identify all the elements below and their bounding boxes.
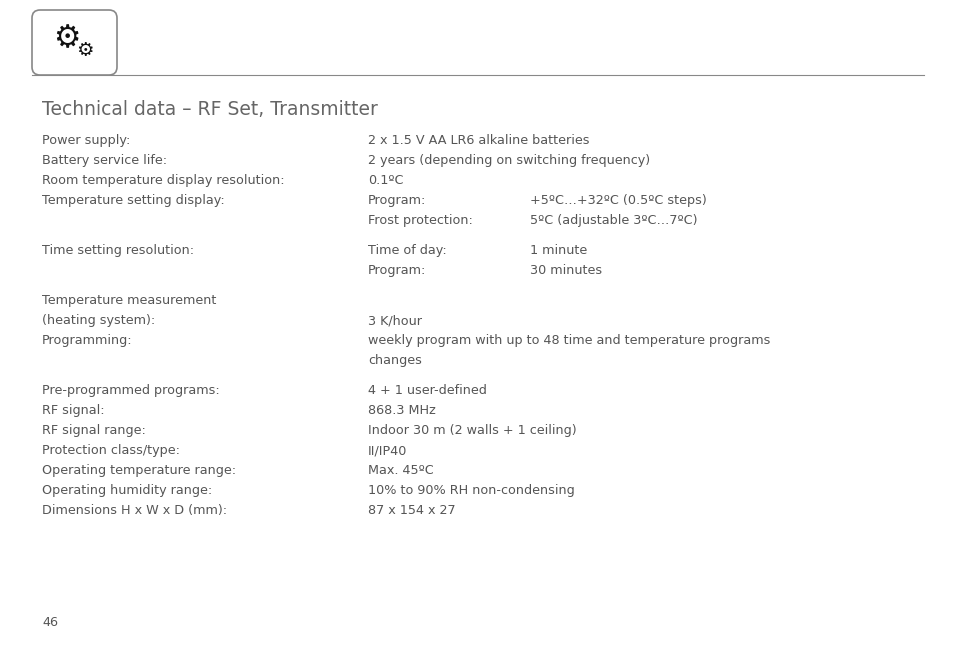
Text: Time setting resolution:: Time setting resolution: bbox=[42, 244, 193, 257]
Text: 4 + 1 user-defined: 4 + 1 user-defined bbox=[368, 384, 486, 397]
Text: RF signal:: RF signal: bbox=[42, 404, 105, 417]
Text: Program:: Program: bbox=[368, 264, 426, 277]
Text: Technical data – RF Set, Transmitter: Technical data – RF Set, Transmitter bbox=[42, 100, 377, 119]
Text: Operating humidity range:: Operating humidity range: bbox=[42, 484, 212, 497]
Text: (heating system):: (heating system): bbox=[42, 314, 155, 327]
Text: Room temperature display resolution:: Room temperature display resolution: bbox=[42, 174, 284, 187]
Text: 2 years (depending on switching frequency): 2 years (depending on switching frequenc… bbox=[368, 154, 649, 167]
Text: 1 minute: 1 minute bbox=[530, 244, 587, 257]
Text: 868.3 MHz: 868.3 MHz bbox=[368, 404, 436, 417]
Text: Operating temperature range:: Operating temperature range: bbox=[42, 464, 236, 477]
Text: ⚙: ⚙ bbox=[75, 41, 93, 60]
Text: 30 minutes: 30 minutes bbox=[530, 264, 601, 277]
Text: Pre-programmed programs:: Pre-programmed programs: bbox=[42, 384, 219, 397]
Text: 5ºC (adjustable 3ºC…7ºC): 5ºC (adjustable 3ºC…7ºC) bbox=[530, 214, 697, 227]
Text: Frost protection:: Frost protection: bbox=[368, 214, 473, 227]
FancyBboxPatch shape bbox=[32, 10, 117, 75]
Text: Program:: Program: bbox=[368, 194, 426, 207]
Text: Time of day:: Time of day: bbox=[368, 244, 446, 257]
Text: ⚙: ⚙ bbox=[52, 24, 80, 53]
Text: Dimensions H x W x D (mm):: Dimensions H x W x D (mm): bbox=[42, 504, 227, 517]
Text: II/IP40: II/IP40 bbox=[368, 444, 407, 457]
Text: 0.1ºC: 0.1ºC bbox=[368, 174, 403, 187]
Text: weekly program with up to 48 time and temperature programs: weekly program with up to 48 time and te… bbox=[368, 334, 770, 347]
Text: Programming:: Programming: bbox=[42, 334, 132, 347]
Text: changes: changes bbox=[368, 354, 421, 367]
Text: Temperature setting display:: Temperature setting display: bbox=[42, 194, 225, 207]
Text: Protection class/type:: Protection class/type: bbox=[42, 444, 180, 457]
Text: Max. 45ºC: Max. 45ºC bbox=[368, 464, 434, 477]
Text: Temperature measurement: Temperature measurement bbox=[42, 294, 216, 307]
Text: 3 K/hour: 3 K/hour bbox=[368, 314, 421, 327]
Text: 46: 46 bbox=[42, 616, 58, 629]
Text: Power supply:: Power supply: bbox=[42, 134, 131, 147]
Text: +5ºC…+32ºC (0.5ºC steps): +5ºC…+32ºC (0.5ºC steps) bbox=[530, 194, 706, 207]
Text: RF signal range:: RF signal range: bbox=[42, 424, 146, 437]
Text: 10% to 90% RH non-condensing: 10% to 90% RH non-condensing bbox=[368, 484, 574, 497]
Text: Indoor 30 m (2 walls + 1 ceiling): Indoor 30 m (2 walls + 1 ceiling) bbox=[368, 424, 576, 437]
Text: 2 x 1.5 V AA LR6 alkaline batteries: 2 x 1.5 V AA LR6 alkaline batteries bbox=[368, 134, 589, 147]
Text: 87 x 154 x 27: 87 x 154 x 27 bbox=[368, 504, 456, 517]
Text: Battery service life:: Battery service life: bbox=[42, 154, 167, 167]
